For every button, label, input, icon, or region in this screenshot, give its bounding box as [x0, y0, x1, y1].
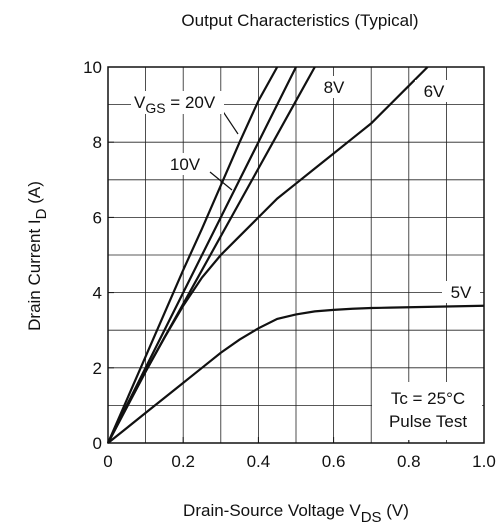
y-tick-label: 6	[93, 208, 102, 227]
x-tick-label: 0.8	[397, 452, 421, 471]
annotation: Pulse Test	[389, 412, 467, 431]
series-label: 20V	[185, 93, 216, 112]
x-tick-label: 1.0	[472, 452, 496, 471]
annotation: Tc = 25°C	[391, 389, 465, 408]
curve	[107, 304, 485, 444]
x-tick-label: 0	[103, 452, 112, 471]
series-label: 8V	[324, 78, 345, 97]
series-label: 6V	[424, 82, 445, 101]
x-tick-label: 0.6	[322, 452, 346, 471]
y-tick-label: 4	[93, 284, 102, 303]
label-bg	[166, 153, 204, 175]
y-tick-label: 10	[83, 58, 102, 77]
series-label: 10V	[170, 155, 201, 174]
chart-title: Output Characteristics (Typical)	[181, 11, 418, 30]
x-tick-label: 0.2	[171, 452, 195, 471]
label-bg	[415, 80, 453, 102]
x-axis-label: Drain-Source Voltage VDS (V)	[183, 501, 409, 526]
curve	[107, 66, 297, 444]
label-bg	[315, 76, 353, 98]
x-tick-label: 0.4	[247, 452, 271, 471]
label-bg	[131, 91, 224, 114]
x-label-unit: (V)	[382, 501, 409, 520]
curve	[106, 66, 279, 444]
y-label-main: Drain Current I	[25, 219, 44, 330]
x-label-sub: DS	[361, 509, 382, 526]
y-tick-label: 8	[93, 133, 102, 152]
y-label-sub: D	[33, 208, 50, 219]
x-label-main: Drain-Source Voltage V	[183, 501, 361, 520]
curve	[107, 66, 429, 444]
annotation-bg	[372, 382, 482, 440]
series-label: 5V	[451, 283, 472, 302]
y-tick-label: 0	[93, 434, 102, 453]
vgs-eq: =	[166, 93, 185, 112]
y-axis-label: Drain Current ID (A)	[25, 181, 50, 331]
label-arrow	[209, 171, 233, 191]
y-label-unit: (A)	[25, 181, 44, 208]
label-bg	[442, 281, 480, 303]
vgs-main: V	[134, 93, 146, 112]
vgs-sub: GS	[145, 100, 165, 116]
label-arrow	[221, 109, 239, 135]
vgs-label: VGS = 20V	[134, 93, 216, 116]
y-tick-label: 2	[93, 359, 102, 378]
